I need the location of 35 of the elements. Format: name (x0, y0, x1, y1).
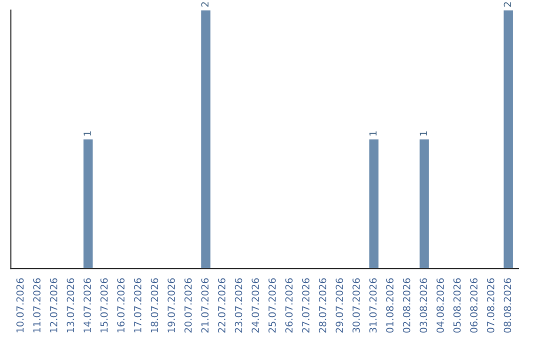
x-tick-label: 14.07.2026 (84, 278, 91, 332)
x-tick-label: 22.07.2026 (218, 278, 226, 333)
x-tick-label: 15.07.2026 (100, 278, 108, 332)
x-tick-label: 23.07.2026 (234, 278, 242, 333)
x-tick-label: 21.07.2026 (201, 278, 209, 333)
x-tick-label: 27.07.2026 (302, 278, 310, 333)
x-tick-label: 11.07.2026 (33, 278, 41, 332)
data-label: 1 (420, 131, 427, 136)
data-label: 1 (84, 131, 91, 136)
x-tick-label: 31.07.2026 (369, 278, 377, 333)
x-tick-label: 24.07.2026 (252, 278, 260, 333)
data-label: 2 (201, 2, 208, 7)
data-label: 2 (504, 2, 511, 7)
x-tick-label: 20.07.2026 (184, 278, 192, 333)
x-tick-label: 25.07.2026 (268, 278, 276, 333)
x-tick-label: 17.07.2026 (134, 278, 142, 332)
x-tick-label: 26.07.2026 (285, 278, 293, 333)
x-tick-label: 28.07.2026 (318, 278, 326, 333)
x-tick-label: 04.08.2026 (436, 278, 444, 333)
x-tick-label: 06.08.2026 (470, 278, 478, 333)
x-tick-label: 03.08.2026 (420, 278, 428, 333)
data-label: 1 (369, 131, 377, 136)
x-tick-label: 29.07.2026 (336, 278, 344, 333)
x-tick-label: 05.08.2026 (453, 278, 461, 333)
x-tick-label: 30.07.2026 (352, 278, 360, 333)
x-tick-label: 18.07.2026 (150, 278, 158, 332)
x-tick-label: 07.08.2026 (486, 278, 494, 333)
x-tick-label: 16.07.2026 (117, 278, 125, 332)
x-tick-label: 13.07.2026 (66, 278, 74, 332)
x-tick-label: 08.08.2026 (504, 278, 512, 333)
x-tick-label: 02.08.2026 (402, 278, 410, 333)
x-tick-label: 19.07.2026 (168, 278, 175, 332)
x-tick-label: 01.08.2026 (386, 278, 394, 333)
x-tick-label: 10.07.2026 (16, 278, 24, 332)
x-tick-label: 12.07.2026 (50, 278, 58, 332)
